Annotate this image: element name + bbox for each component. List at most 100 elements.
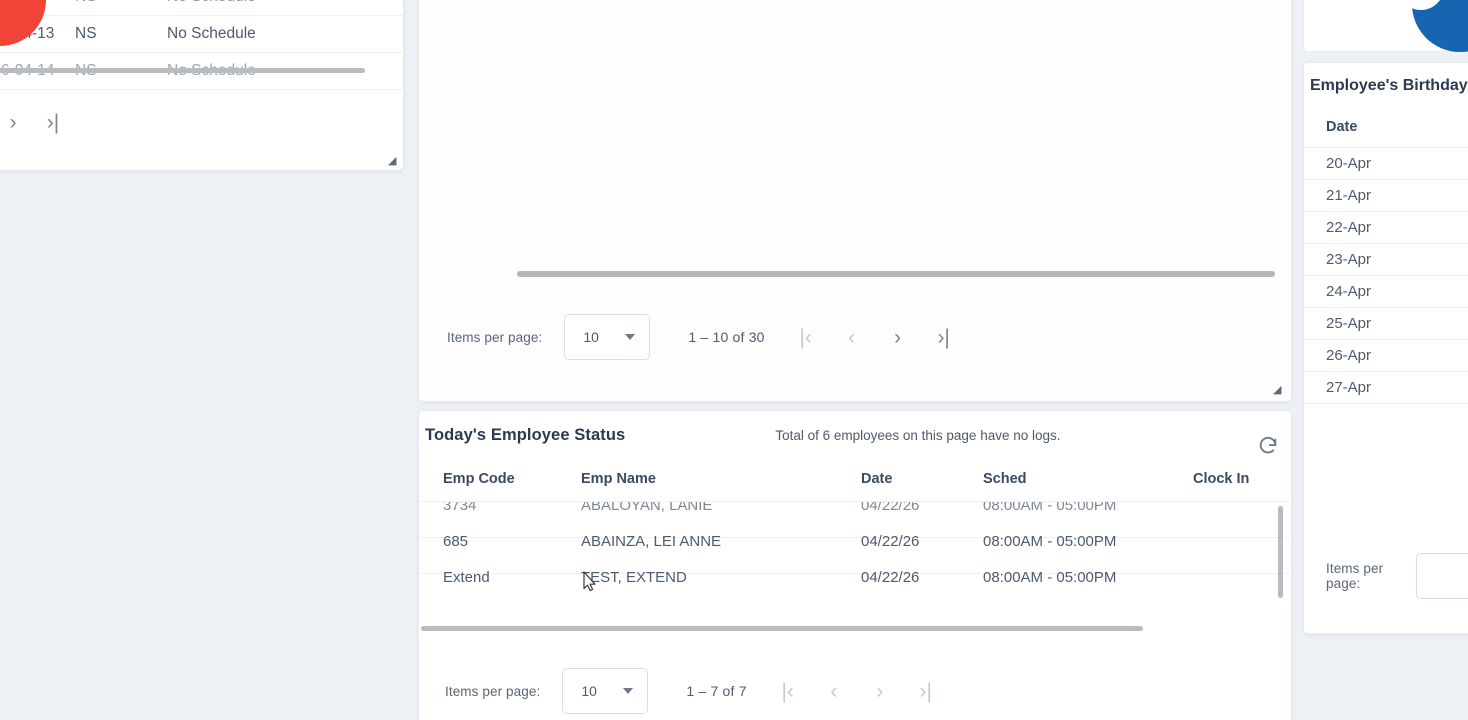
cell-emp-name: ABAINZA, LEI ANNE [581, 523, 861, 560]
schedule-status: No Schedule [167, 0, 403, 16]
column-header-clock-in: Clock In [1193, 471, 1250, 487]
items-per-page-label: Items per page: [1326, 561, 1384, 591]
list-item[interactable]: 25-Apr [1304, 307, 1468, 340]
cell-emp-code: Regularization [419, 595, 581, 601]
birthday-panel-title: Employee's Birthday [1310, 77, 1468, 94]
items-per-page-value: 10 [583, 329, 599, 345]
birthday-date: 27-Apr [1304, 371, 1468, 404]
birthday-date: 20-Apr [1304, 147, 1468, 180]
first-page-button[interactable]: |‹ [781, 679, 794, 703]
table-header-row: Date [1304, 95, 1468, 148]
table-row[interactable]: 685 ABAINZA, LEI ANNE 04/22/26 08:00AM -… [419, 523, 1291, 560]
cell-emp-name: TEST, REGULARIZATION [581, 595, 861, 601]
horizontal-scrollbar[interactable] [421, 626, 1143, 631]
vertical-scrollbar[interactable] [1278, 506, 1283, 598]
items-per-page-value: 10 [581, 683, 597, 699]
page-title: Today's Employee Status [425, 425, 626, 444]
table-row[interactable]: -04-12 NS No Schedule [0, 0, 403, 16]
cell-date: 04/22/26 [861, 523, 983, 560]
cell-sched: 08:00AM - 05:00PM [983, 595, 1193, 601]
page-range-label: 1 – 7 of 7 [686, 683, 747, 699]
last-page-button[interactable]: ›| [919, 679, 932, 703]
cell-sched: 08:00AM - 05:00PM [983, 559, 1193, 596]
cell-date: 04/22/26 [861, 559, 983, 596]
pagination-nav: |‹ ‹ › ›| [765, 681, 949, 702]
cell-clock-in [1193, 595, 1291, 601]
cell-clock-in [1193, 559, 1291, 596]
last-page-button[interactable]: ›| [46, 110, 60, 134]
employee-status-table: 3734 ABALOYAN, LANIE 04/22/26 08:00AM - … [419, 502, 1291, 601]
prev-page-button[interactable]: ‹ [830, 679, 838, 703]
cell-clock-in [1193, 523, 1291, 560]
next-page-button[interactable]: › [894, 325, 902, 349]
items-per-page-select[interactable]: 10 [564, 314, 651, 360]
horizontal-scrollbar[interactable] [0, 68, 365, 73]
refresh-icon[interactable] [1257, 435, 1279, 457]
cell-date: 04/22/26 [861, 502, 983, 524]
schedule-code: NS [75, 15, 167, 53]
list-item[interactable]: 23-Apr [1304, 243, 1468, 276]
chevron-down-icon [623, 688, 634, 694]
cell-emp-name: TEST, EXTEND [581, 559, 861, 596]
birthday-date: 22-Apr [1304, 211, 1468, 244]
items-per-page-label: Items per page: [447, 329, 543, 345]
schedule-code: NS [75, 0, 167, 16]
birthday-table: Date 20-Apr 21-Apr 22-Apr 23-Apr 24-Apr … [1304, 95, 1468, 404]
list-item[interactable]: 27-Apr [1304, 371, 1468, 404]
birthday-paginator: Items per page: [1304, 553, 1468, 599]
schedule-paginator: › ›| [0, 99, 403, 145]
schedule-table: -04-12 NS No Schedule 6-04-13 NS No Sche… [0, 0, 403, 90]
birthday-date: 26-Apr [1304, 339, 1468, 372]
prev-page-button[interactable]: ‹ [848, 325, 856, 349]
status-note: Total of 6 employees on this page have n… [775, 427, 1061, 443]
chevron-down-icon [625, 334, 636, 340]
employee-status-panel: Today's Employee Status Total of 6 emplo… [418, 410, 1292, 720]
employee-status-rows: 3734 ABALOYAN, LANIE 04/22/26 08:00AM - … [419, 501, 1291, 601]
horizontal-scrollbar[interactable] [517, 271, 1275, 277]
resize-handle-icon[interactable]: ◢ [388, 155, 397, 167]
birthday-date: 25-Apr [1304, 307, 1468, 340]
list-item[interactable]: 26-Apr [1304, 339, 1468, 372]
employee-status-header-table: Emp Code Emp Name Date Sched Clock In [419, 459, 1291, 501]
list-item[interactable]: 21-Apr [1304, 179, 1468, 212]
column-header-date: Date [1304, 95, 1468, 148]
schedule-panel: -04-12 NS No Schedule 6-04-13 NS No Sche… [0, 0, 404, 171]
next-page-button[interactable]: › [9, 110, 17, 134]
table-row[interactable]: Regularization TEST, REGULARIZATION 04/2… [419, 595, 1291, 601]
cell-date: 04/22/26 [861, 595, 983, 601]
table-row[interactable]: Extend TEST, EXTEND 04/22/26 08:00AM - 0… [419, 559, 1291, 596]
birthday-date: 24-Apr [1304, 275, 1468, 308]
cell-sched: 08:00AM - 05:00PM [983, 502, 1193, 524]
employee-status-header: Today's Employee Status Total of 6 emplo… [419, 411, 1291, 459]
column-header-date: Date [861, 471, 893, 487]
first-page-button[interactable]: |‹ [799, 325, 812, 349]
page-range-label: 1 – 10 of 30 [688, 329, 765, 345]
table-row[interactable]: 6-04-13 NS No Schedule [0, 15, 403, 53]
timesheet-paginator: Items per page: 10 1 – 10 of 30 |‹ ‹ › ›… [419, 302, 1291, 372]
cell-sched: 08:00AM - 05:00PM [983, 523, 1193, 560]
birthday-date: 21-Apr [1304, 179, 1468, 212]
next-page-button[interactable]: › [876, 679, 884, 703]
birthday-date: 23-Apr [1304, 243, 1468, 276]
list-item[interactable]: 22-Apr [1304, 211, 1468, 244]
last-page-button[interactable]: ›| [937, 325, 950, 349]
column-header-sched: Sched [983, 471, 1027, 487]
list-item[interactable]: 20-Apr [1304, 147, 1468, 180]
timesheet-panel: Items per page: 10 1 – 10 of 30 |‹ ‹ › ›… [418, 0, 1292, 402]
column-header-emp-code: Emp Code [443, 471, 515, 487]
items-per-page-select[interactable]: 10 [562, 668, 649, 714]
table-row[interactable]: 3734 ABALOYAN, LANIE 04/22/26 08:00AM - … [419, 502, 1291, 524]
cell-emp-name: ABALOYAN, LANIE [581, 502, 861, 524]
list-item[interactable]: 24-Apr [1304, 275, 1468, 308]
resize-handle-icon[interactable]: ◢ [1273, 384, 1282, 396]
cell-clock-in [1193, 502, 1291, 524]
column-header-emp-name: Emp Name [581, 471, 656, 487]
schedule-status: No Schedule [167, 15, 403, 53]
items-per-page-label: Items per page: [445, 683, 541, 699]
cell-emp-code: 685 [419, 523, 581, 560]
cell-emp-code: Extend [419, 559, 581, 596]
items-per-page-select[interactable] [1416, 553, 1468, 599]
birthday-panel: Employee's Birthday Date 20-Apr 21-Apr 2… [1303, 62, 1468, 634]
pagination-nav: |‹ ‹ › ›| [783, 327, 967, 348]
